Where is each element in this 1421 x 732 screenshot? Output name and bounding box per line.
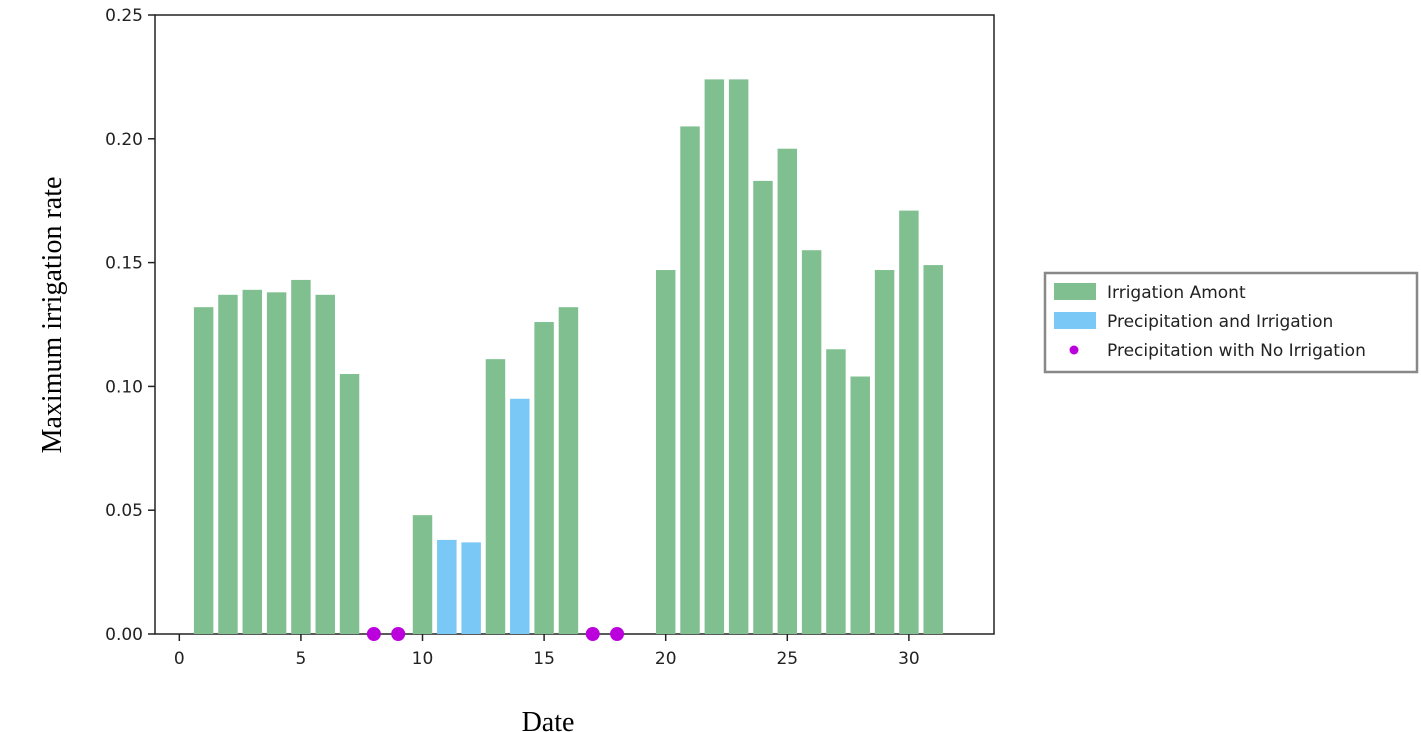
legend-label-precip-no-irrigation: Precipitation with No Irrigation bbox=[1107, 341, 1366, 361]
x-tick-label: 5 bbox=[295, 649, 306, 669]
y-tick-label: 0.20 bbox=[105, 130, 143, 150]
y-tick-label: 0.05 bbox=[105, 501, 143, 521]
bar-irrigation bbox=[485, 359, 506, 634]
bar-irrigation bbox=[753, 180, 773, 634]
point-precip-no-irrigation bbox=[610, 627, 625, 641]
x-tick-label: 10 bbox=[412, 649, 434, 669]
bar-irrigation bbox=[339, 374, 360, 634]
x-tick-label: 0 bbox=[174, 649, 185, 669]
x-tick-label: 30 bbox=[898, 649, 920, 669]
legend-swatch-precip-irrigation bbox=[1054, 312, 1096, 329]
bar-irrigation bbox=[826, 349, 846, 634]
y-axis-title: Maximum irrigation rate bbox=[37, 177, 68, 454]
bar-irrigation bbox=[899, 210, 919, 634]
bar-irrigation bbox=[558, 307, 579, 634]
bar-irrigation bbox=[801, 250, 822, 634]
plot-area: 0.00 0.05 0.10 0.15 0.20 0.25 0 5 10 15 20 25 30 bbox=[105, 6, 995, 669]
bar-irrigation bbox=[193, 307, 214, 634]
bar-precip-irrigation bbox=[461, 542, 481, 634]
legend-box bbox=[1043, 271, 1419, 374]
y-tick-label: 0.00 bbox=[105, 625, 143, 645]
y-tick-label: 0.15 bbox=[105, 254, 143, 274]
points bbox=[366, 627, 625, 641]
legend-swatch-irrigation bbox=[1054, 283, 1096, 300]
legend-marker-precip-no-irrigation bbox=[1069, 345, 1079, 355]
point-precip-no-irrigation bbox=[585, 627, 600, 641]
x-tick-label: 20 bbox=[655, 649, 677, 669]
bar-irrigation bbox=[680, 126, 700, 635]
x-tick-label: 15 bbox=[533, 649, 555, 669]
bar-irrigation bbox=[412, 515, 433, 634]
bar-irrigation bbox=[704, 79, 725, 634]
bar-irrigation bbox=[266, 292, 287, 634]
bar-irrigation bbox=[874, 270, 895, 634]
bar-irrigation bbox=[534, 322, 554, 634]
y-tick-label: 0.10 bbox=[105, 377, 143, 397]
x-axis: 0 5 10 15 20 25 30 bbox=[174, 634, 920, 669]
bar-irrigation bbox=[242, 289, 263, 634]
legend: Irrigation Amont Precipitation and Irrig… bbox=[1043, 271, 1419, 374]
y-axis: 0.00 0.05 0.10 0.15 0.20 0.25 bbox=[105, 6, 155, 645]
bar-irrigation bbox=[923, 265, 943, 634]
legend-label-precip-irrigation: Precipitation and Irrigation bbox=[1107, 312, 1333, 332]
bar-precip-irrigation bbox=[510, 398, 530, 634]
bar-irrigation bbox=[218, 294, 238, 634]
bar-irrigation bbox=[850, 376, 870, 634]
x-tick-label: 25 bbox=[776, 649, 798, 669]
bar-precip-irrigation bbox=[437, 539, 457, 634]
bars bbox=[193, 79, 943, 635]
legend-label-irrigation: Irrigation Amont bbox=[1107, 283, 1246, 303]
y-tick-label: 0.25 bbox=[105, 6, 143, 26]
bar-irrigation bbox=[315, 294, 335, 634]
bar-irrigation bbox=[728, 79, 749, 634]
bar-irrigation bbox=[777, 148, 798, 634]
point-precip-no-irrigation bbox=[391, 627, 406, 641]
bar-irrigation bbox=[291, 279, 311, 634]
point-precip-no-irrigation bbox=[366, 627, 381, 641]
bar-irrigation bbox=[655, 270, 676, 634]
x-axis-title: Date bbox=[522, 707, 575, 732]
